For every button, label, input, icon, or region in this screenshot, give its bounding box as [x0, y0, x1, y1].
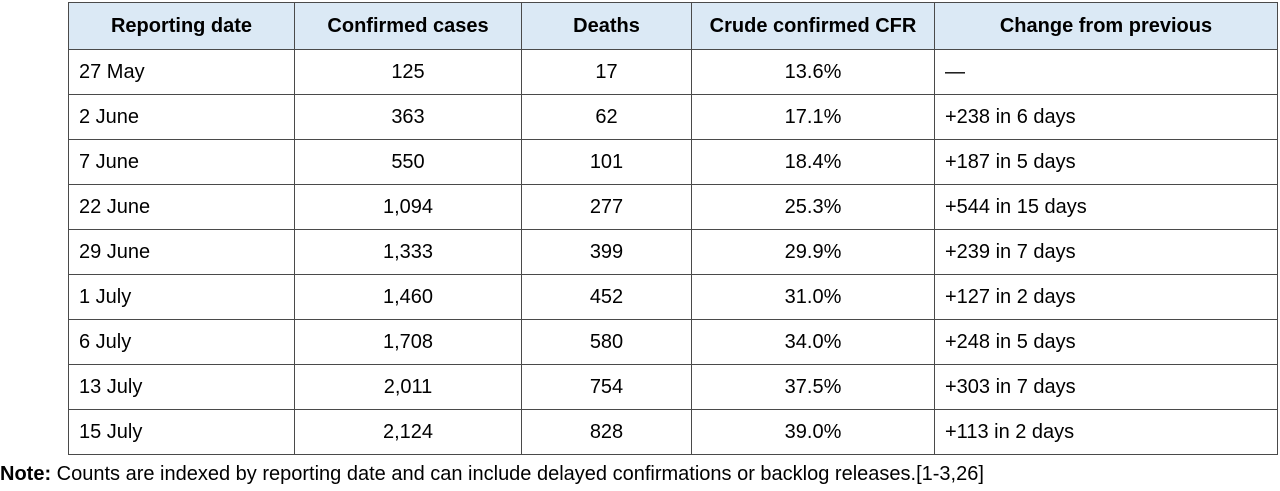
header-reporting-date: Reporting date	[68, 2, 295, 50]
cell-change: +127 in 2 days	[934, 274, 1278, 320]
cell-cfr: 18.4%	[691, 139, 935, 185]
cell-cfr: 17.1%	[691, 94, 935, 140]
cell-date: 7 June	[68, 139, 295, 185]
cell-deaths: 62	[521, 94, 692, 140]
cell-change: +248 in 5 days	[934, 319, 1278, 365]
cell-cfr: 37.5%	[691, 364, 935, 410]
note-label: Note:	[0, 463, 52, 485]
table-row: 7 June 550 101 18.4% +187 in 5 days	[68, 139, 1278, 185]
cell-cases: 550	[294, 139, 522, 185]
cell-cfr: 29.9%	[691, 229, 935, 275]
cell-cases: 363	[294, 94, 522, 140]
header-confirmed-cases: Confirmed cases	[294, 2, 522, 50]
cell-deaths: 101	[521, 139, 692, 185]
table-row: 13 July 2,011 754 37.5% +303 in 7 days	[68, 364, 1278, 410]
cell-cases: 2,011	[294, 364, 522, 410]
cell-date: 15 July	[68, 409, 295, 455]
cell-deaths: 277	[521, 184, 692, 230]
cell-cases: 1,094	[294, 184, 522, 230]
cell-date: 13 July	[68, 364, 295, 410]
cell-cases: 1,708	[294, 319, 522, 365]
table-row: 1 July 1,460 452 31.0% +127 in 2 days	[68, 274, 1278, 320]
cell-deaths: 754	[521, 364, 692, 410]
header-deaths: Deaths	[521, 2, 692, 50]
table-header-row: Reporting date Confirmed cases Deaths Cr…	[68, 2, 1278, 50]
cell-date: 1 July	[68, 274, 295, 320]
note-text: Counts are indexed by reporting date and…	[51, 463, 984, 485]
cell-change: +113 in 2 days	[934, 409, 1278, 455]
table-row: 6 July 1,708 580 34.0% +248 in 5 days	[68, 319, 1278, 365]
cell-deaths: 399	[521, 229, 692, 275]
cell-deaths: 828	[521, 409, 692, 455]
cell-cases: 2,124	[294, 409, 522, 455]
cell-change: +239 in 7 days	[934, 229, 1278, 275]
table-row: 22 June 1,094 277 25.3% +544 in 15 days	[68, 184, 1278, 230]
cell-cfr: 39.0%	[691, 409, 935, 455]
cell-deaths: 17	[521, 49, 692, 95]
cell-change: —	[934, 49, 1278, 95]
cell-cases: 1,460	[294, 274, 522, 320]
cell-date: 6 July	[68, 319, 295, 365]
cell-date: 29 June	[68, 229, 295, 275]
cell-date: 2 June	[68, 94, 295, 140]
cell-date: 27 May	[68, 49, 295, 95]
table-row: 15 July 2,124 828 39.0% +113 in 2 days	[68, 409, 1278, 455]
table-note: Note: Counts are indexed by reporting da…	[0, 463, 984, 486]
cell-cfr: 34.0%	[691, 319, 935, 365]
table-row: 27 May 125 17 13.6% —	[68, 49, 1278, 95]
cell-deaths: 580	[521, 319, 692, 365]
cell-date: 22 June	[68, 184, 295, 230]
cell-change: +544 in 15 days	[934, 184, 1278, 230]
table-row: 2 June 363 62 17.1% +238 in 6 days	[68, 94, 1278, 140]
cell-change: +187 in 5 days	[934, 139, 1278, 185]
cell-cases: 125	[294, 49, 522, 95]
cell-change: +303 in 7 days	[934, 364, 1278, 410]
cell-cfr: 13.6%	[691, 49, 935, 95]
header-change: Change from previous	[934, 2, 1278, 50]
cell-cfr: 25.3%	[691, 184, 935, 230]
cell-cfr: 31.0%	[691, 274, 935, 320]
cell-change: +238 in 6 days	[934, 94, 1278, 140]
cell-deaths: 452	[521, 274, 692, 320]
header-crude-cfr: Crude confirmed CFR	[691, 2, 935, 50]
table-row: 29 June 1,333 399 29.9% +239 in 7 days	[68, 229, 1278, 275]
data-table: Reporting date Confirmed cases Deaths Cr…	[68, 2, 1278, 455]
cell-cases: 1,333	[294, 229, 522, 275]
